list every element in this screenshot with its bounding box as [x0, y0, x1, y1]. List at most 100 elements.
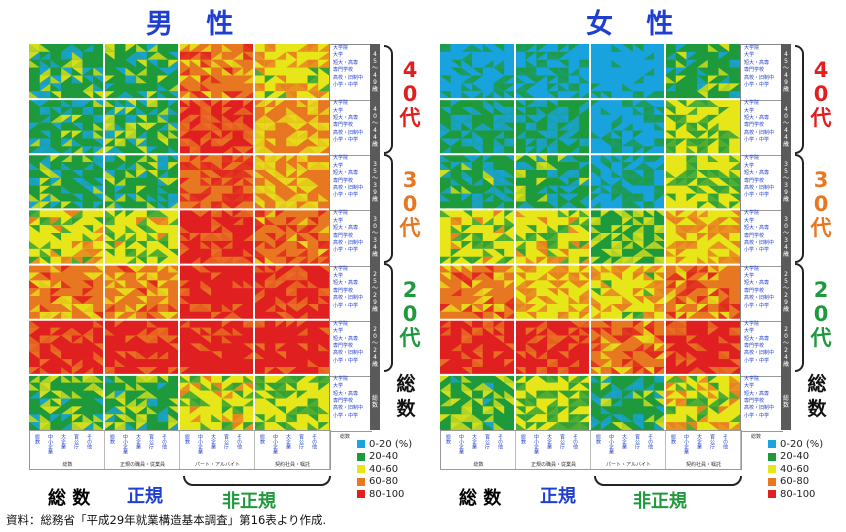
age-band-char: 9	[373, 188, 377, 196]
age-band-char: 0	[784, 333, 788, 341]
age-band-char: 〜	[371, 285, 378, 293]
row-label-item: 小学・中学	[744, 302, 770, 309]
age-band-char: 〜	[371, 229, 378, 237]
row-label-item: 高校・旧制中	[744, 240, 775, 247]
legend-label: 80-100	[369, 488, 405, 500]
row-label-item: 小学・中学	[333, 137, 359, 144]
col-label-total-male: 総 数	[48, 488, 91, 509]
age-band: 3 5 〜 3 9 歳	[370, 154, 380, 211]
row-label-item: 大学院	[333, 155, 349, 162]
heat-cell	[104, 319, 179, 375]
legend-swatch	[768, 452, 776, 461]
nonregular-bracket-male	[183, 476, 331, 486]
row-label-item: 専門学校	[744, 122, 765, 129]
legend-label: 60-80	[369, 476, 399, 488]
column-item: 総数	[259, 434, 265, 444]
row-label-footer: 総数	[340, 434, 351, 440]
age-band-char: 5	[784, 57, 788, 65]
legend-left: 0-20 (%) 20-40 40-60 60-80 80-100	[357, 438, 412, 501]
row-label-item: 大学	[744, 52, 755, 59]
column-headers-male: 総数 中小企業 大企業 官公庁 その他 総数 総数 中小企業 大企業 官公庁 その他 正規の職員・従業…	[29, 430, 331, 470]
age-label-40s-female: 4 0 代	[810, 58, 832, 130]
column-item: 大企業	[621, 434, 627, 449]
row-label-block: 大学院 大学 短大・高専 専門学校 高校・旧制中 小学・中学	[330, 210, 371, 267]
row-label-item: 小学・中学	[333, 247, 359, 254]
row-label-block: 大学院 大学 短大・高専 専門学校 高校・旧制中 小学・中学	[330, 155, 371, 212]
row-label-item: 大学	[744, 328, 755, 335]
row-label-item: 大学院	[333, 320, 349, 327]
column-group: 総数 中小企業 大企業 官公庁 その他 パート・アルバイト	[591, 431, 666, 469]
column-item: 官公庁	[223, 434, 229, 449]
age-band-char: 4	[784, 133, 788, 141]
column-item: 中小企業	[122, 434, 128, 454]
age-band-char: 4	[373, 105, 377, 113]
column-item: 官公庁	[298, 434, 304, 449]
row-label-item: 小学・中学	[744, 357, 770, 364]
row-label-item: 高校・旧制中	[744, 405, 775, 412]
age-band-char: 5	[373, 167, 377, 175]
heat-cell	[515, 44, 590, 100]
heat-cell	[104, 209, 179, 265]
column-item: 中小企業	[47, 434, 53, 454]
legend-swatch	[357, 440, 365, 449]
age-label-20s-male: 2 0 代	[399, 278, 421, 350]
age-band-char: 歳	[782, 140, 789, 148]
heat-cell	[104, 374, 179, 430]
age-band-char: 5	[373, 278, 377, 286]
column-item: 総数	[109, 434, 115, 444]
column-group: 総数 中小企業 大企業 官公庁 その他 契約社員・嘱託	[255, 431, 330, 469]
row-label-item: 専門学校	[333, 177, 354, 184]
column-item: 官公庁	[634, 434, 640, 449]
row-label-item: 専門学校	[744, 67, 765, 74]
heat-cell	[29, 99, 104, 155]
row-label-item: 大学院	[744, 375, 760, 382]
age-band-char: 歳	[371, 195, 378, 203]
row-label-item: 専門学校	[744, 342, 765, 349]
column-group: 総数 中小企業 大企業 官公庁 その他 総数	[30, 431, 105, 469]
column-item: 大企業	[60, 434, 66, 449]
legend-label: 0-20 (%)	[369, 438, 413, 450]
age-band-char: 〜	[371, 119, 378, 127]
row-label-item: 大学院	[744, 45, 760, 51]
row-label-item: 短大・高専	[333, 59, 359, 66]
column-group: 総数 中小企業 大企業 官公庁 その他 契約社員・嘱託	[666, 431, 741, 469]
heat-cell	[440, 44, 515, 100]
age-band-char: 〜	[782, 64, 789, 72]
heat-cell	[515, 209, 590, 265]
column-item: 官公庁	[148, 434, 154, 449]
legend-item: 0-20 (%)	[768, 438, 823, 451]
heat-cell	[254, 374, 329, 430]
age-band-char: 4	[784, 50, 788, 58]
legend-label: 60-80	[780, 476, 810, 488]
row-label-item: 大学	[333, 328, 344, 335]
heat-cell	[440, 374, 515, 430]
heat-cell	[590, 99, 665, 155]
row-label-footer: 総数	[751, 434, 762, 440]
panel-title-female: 女 性	[586, 9, 686, 40]
heat-cell	[665, 99, 740, 155]
age-band-char: 2	[784, 326, 788, 334]
age-band-char: 数	[371, 402, 378, 410]
age-band-char: 4	[784, 354, 788, 362]
age-band-char: 4	[373, 133, 377, 141]
age-band-char: 2	[784, 292, 788, 300]
row-label-item: 大学院	[744, 100, 760, 107]
age-band: 4 5 〜 4 9 歳	[370, 44, 380, 101]
age-band-char: 3	[373, 181, 377, 189]
legend-swatch	[357, 490, 365, 499]
age-band-char: 4	[373, 50, 377, 58]
column-item: 総数	[184, 434, 190, 444]
row-label-block: 大学院 大学 短大・高専 専門学校 高校・旧制中 小学・中学	[741, 100, 782, 157]
age-band-char: 〜	[782, 285, 789, 293]
column-item: 大企業	[546, 434, 552, 449]
age-band: 3 0 〜 3 4 歳	[370, 209, 380, 266]
row-label-item: 専門学校	[333, 342, 354, 349]
age-band-char: 5	[784, 167, 788, 175]
heat-cell	[590, 44, 665, 100]
row-label-item: 大学院	[744, 155, 760, 162]
column-item: 官公庁	[73, 434, 79, 449]
bracket-40s-female	[795, 45, 804, 154]
heat-cell	[179, 44, 254, 100]
legend-item: 40-60	[357, 463, 412, 476]
legend-item: 20-40	[357, 451, 412, 464]
